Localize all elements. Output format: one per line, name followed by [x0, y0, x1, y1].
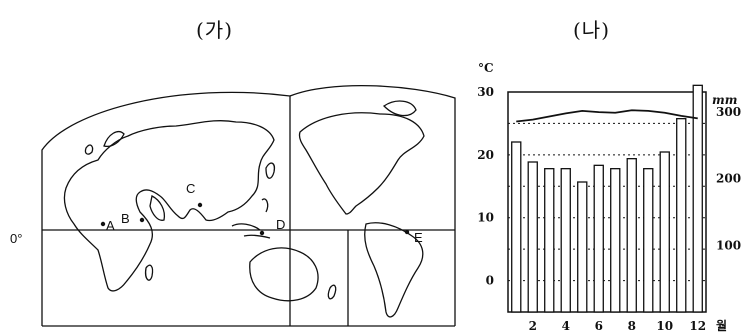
x-tick-label: 12	[689, 319, 706, 333]
precip-bars	[511, 84, 703, 313]
precip-bar	[643, 168, 654, 313]
precip-bar	[544, 168, 555, 313]
precip-bar	[610, 168, 621, 313]
temp-tick-label: 30	[477, 85, 494, 99]
precip-unit-label: mm	[712, 93, 737, 107]
arabia-outline	[149, 195, 166, 221]
philippines-outline	[261, 198, 269, 213]
marker-c-dot	[197, 202, 203, 208]
precip-tick-label: 100	[716, 238, 741, 252]
precip-bar	[676, 118, 687, 313]
eurasia-africa-outline	[63, 120, 275, 292]
precip-bar	[527, 161, 538, 313]
temp-tick-label: 10	[477, 211, 494, 225]
map-frame-western	[289, 85, 456, 326]
marker-d-dot	[259, 230, 265, 236]
x-tick-label: 4	[562, 319, 570, 333]
world-map	[41, 85, 456, 327]
greenland-outline	[382, 100, 417, 117]
equator-label: 0°	[10, 231, 22, 246]
australia-outline	[249, 247, 319, 302]
precip-axis-ticks: 300 200 100	[716, 105, 741, 252]
temperature-line-group	[516, 109, 698, 123]
precip-bar	[560, 168, 571, 313]
temp-axis-ticks: 30 20 10 0	[477, 85, 494, 288]
chart-frame	[507, 91, 707, 313]
grid-lines	[508, 122, 706, 282]
x-tick-label: 10	[656, 319, 673, 333]
temp-tick-label: 20	[477, 148, 494, 162]
japan-outline	[265, 162, 276, 179]
marker-e-dot	[404, 229, 410, 235]
british-isles-outline	[84, 144, 94, 155]
temperature-line	[516, 109, 698, 123]
precip-bar	[511, 141, 522, 313]
temp-tick-label: 0	[486, 274, 494, 288]
panel-b-label: (나)	[573, 18, 611, 42]
precip-bar	[593, 164, 604, 313]
precip-tick-label: 300	[716, 105, 741, 119]
precip-bar	[626, 158, 637, 313]
madagascar-outline	[144, 264, 154, 281]
new-zealand-outline	[327, 284, 337, 300]
panel-a-label: (가)	[196, 18, 234, 42]
x-tick-label: 6	[595, 319, 603, 333]
south-america-outline	[364, 222, 424, 318]
x-tick-label: 2	[529, 319, 537, 333]
precip-bar	[692, 84, 703, 313]
month-unit-label: 월	[716, 318, 727, 333]
marker-a-label: A	[106, 218, 115, 233]
indonesia-outline	[231, 223, 271, 239]
precip-bar	[659, 151, 670, 313]
location-markers	[100, 202, 410, 236]
x-tick-label: 8	[628, 319, 636, 333]
marker-d-label: D	[276, 217, 285, 232]
x-axis-ticks: 2 4 6 8 10 12	[529, 319, 707, 333]
temp-unit-label: °C	[478, 61, 494, 75]
marker-c-label: C	[186, 181, 195, 196]
map-frame-eastern	[41, 91, 291, 326]
precip-bar	[577, 181, 588, 313]
marker-b-label: B	[121, 211, 130, 226]
marker-b-dot	[139, 217, 145, 223]
scandinavia-outline	[103, 131, 125, 148]
precip-tick-label: 200	[716, 172, 741, 186]
marker-e-label: E	[414, 230, 423, 245]
marker-a-dot	[100, 221, 106, 227]
north-america-outline	[298, 112, 425, 215]
